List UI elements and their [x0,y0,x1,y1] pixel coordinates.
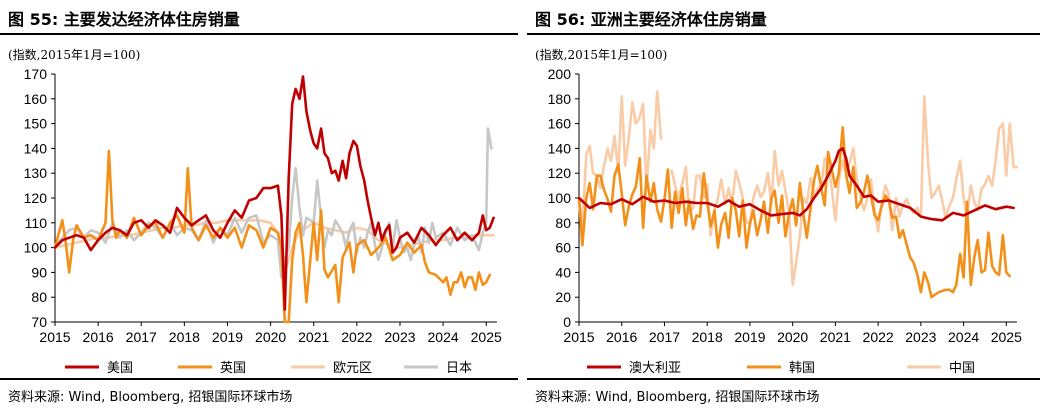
legend-label: 中国 [949,360,975,375]
chart-panel-housing-developed: 图 55: 主要发达经济体住房销量 (指数,2015年1月=100) 70 80 9… [0,10,518,405]
y-tick-label: 80 [31,289,47,305]
x-tick-label: 2021 [820,329,851,345]
x-tick-label: 2018 [692,329,723,345]
y-tick-label: 0 [563,314,571,330]
y-tick-label: 140 [548,140,572,156]
source-note: 资料来源: Wind, Bloomberg, 招银国际环球市场 [8,390,293,405]
line-chart-asia: 0 20 40 60 80 100 120 140 160 180 200 2015 2016 2017 2… [548,66,1022,375]
unit-note: (指数,2015年1月=100) [535,48,668,62]
source-note: 资料来源: Wind, Bloomberg, 招银国际环球市场 [535,390,820,405]
title-rule [527,33,1040,35]
source-rule [0,378,518,380]
chart-panel-housing-asia: 图 56: 亚洲主要经济体住房销量 (指数,2015年1月=100) 0 20 40… [527,0,1044,413]
x-tick-label: 2020 [255,329,286,345]
x-tick-label: 2016 [606,329,637,345]
y-tick-label: 80 [555,215,571,231]
x-tick-label: 2018 [169,329,200,345]
legend-label: 欧元区 [333,360,372,375]
legend-label: 日本 [446,360,472,375]
series-line-4 [53,127,493,279]
legend-label: 韩国 [789,360,815,375]
chart-title: 图 55: 主要发达经济体住房销量 [8,10,240,29]
y-tick-label: 160 [548,116,572,132]
x-tick-label: 2020 [777,329,808,345]
x-tick-label: 2022 [341,329,372,345]
series-line-2 [53,149,491,324]
x-tick-label: 2017 [126,329,157,345]
y-tick-label: 150 [24,116,48,132]
x-tick-label: 2024 [428,329,459,345]
y-tick-label: 170 [24,66,48,82]
y-tick-label: 100 [24,240,48,256]
y-tick-label: 130 [24,165,48,181]
x-tick-label: 2019 [212,329,243,345]
title-rule [0,33,518,35]
y-tick-label: 200 [548,66,572,82]
y-tick-label: 110 [25,215,48,231]
y-tick-label: 140 [24,140,48,156]
x-tick-label: 2025 [471,329,502,345]
y-tick-label: 100 [548,190,572,206]
x-tick-label: 2024 [948,329,979,345]
x-tick-label: 2023 [905,329,936,345]
x-tick-label: 2022 [863,329,894,345]
source-rule [527,378,1040,380]
y-tick-label: 120 [548,165,572,181]
series-line-1 [53,75,495,311]
line-chart-developed: 70 80 90 100 110 120 130 140 150 160 170 2015 2016 20… [24,66,502,375]
x-tick-label: 2019 [734,329,765,345]
y-tick-label: 120 [24,190,48,206]
y-tick-label: 90 [31,264,47,280]
series-line-3 [53,219,495,274]
y-tick-label: 20 [555,289,571,305]
x-tick-label: 2015 [563,329,594,345]
legend-label: 美国 [107,360,133,375]
y-tick-label: 180 [548,91,572,107]
x-tick-label: 2016 [83,329,114,345]
chart-title: 图 56: 亚洲主要经济体住房销量 [535,10,767,29]
y-tick-label: 60 [555,240,571,256]
x-tick-label: 2023 [384,329,415,345]
legend-label: 英国 [220,360,246,375]
x-tick-label: 2017 [649,329,680,345]
series-line-1 [577,147,1015,222]
legend-label: 澳大利亚 [629,360,681,375]
x-tick-label: 2025 [991,329,1022,345]
y-tick-label: 160 [24,91,48,107]
x-tick-label: 2015 [39,329,70,345]
unit-note: (指数,2015年1月=100) [8,48,141,62]
x-tick-label: 2021 [298,329,329,345]
y-tick-label: 70 [31,314,47,330]
y-tick-label: 40 [555,264,571,280]
